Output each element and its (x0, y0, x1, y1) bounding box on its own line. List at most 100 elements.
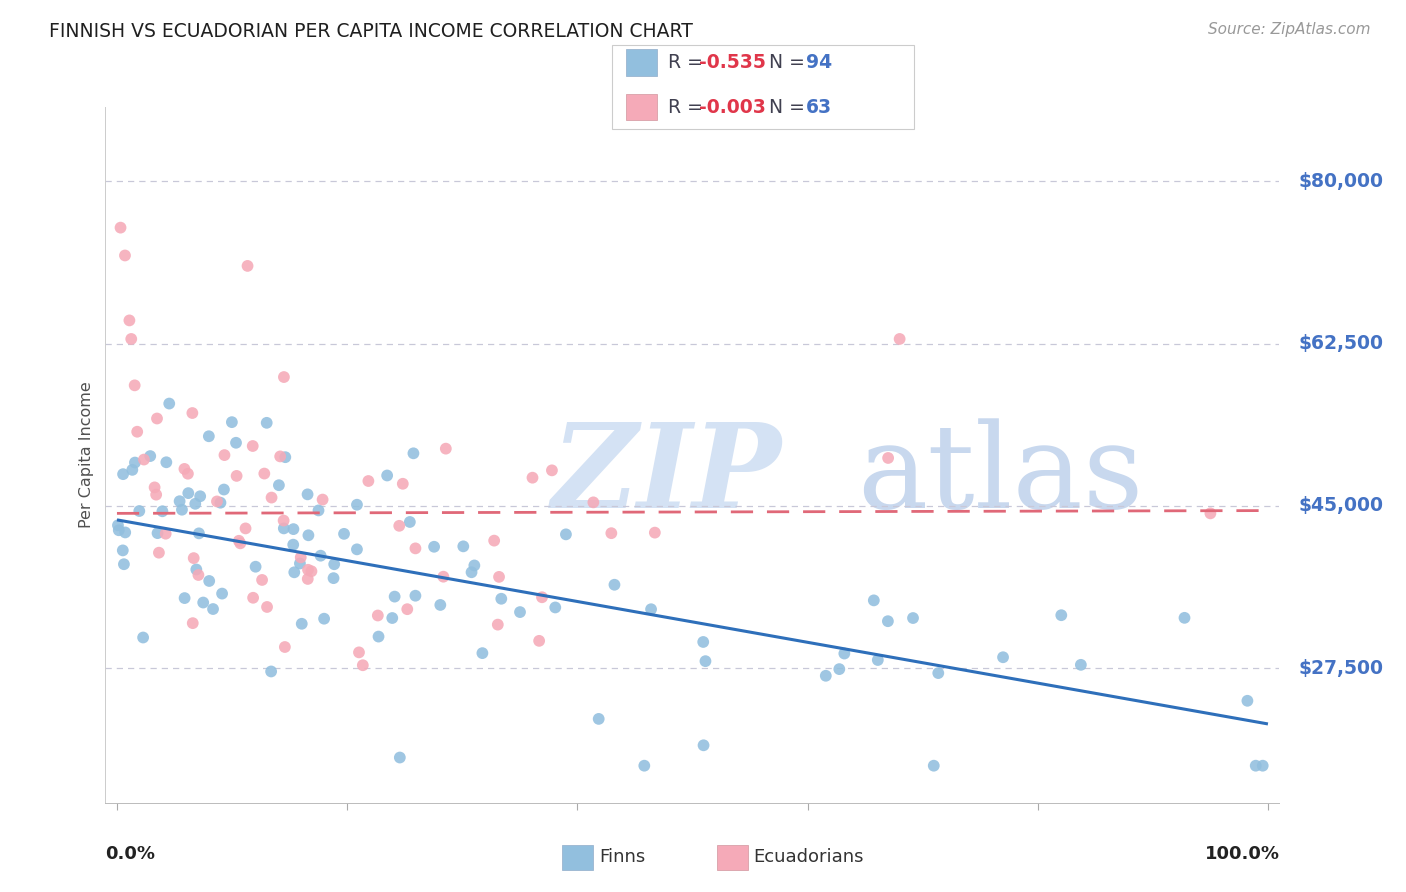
Point (1236, 694, 1258, 708)
Text: 0.0%: 0.0% (105, 845, 156, 863)
Point (290, 550, 312, 565)
Point (1251, 758, 1274, 772)
Point (118, 313, 141, 327)
Point (471, 646, 494, 660)
Text: 100.0%: 100.0% (1205, 845, 1279, 863)
Point (132, 631, 155, 645)
Point (922, 758, 945, 772)
Point (157, 396, 180, 410)
Point (124, 456, 146, 470)
Point (388, 750, 411, 764)
Point (357, 474, 380, 488)
Point (297, 528, 319, 542)
Point (582, 495, 605, 509)
Point (640, 602, 662, 616)
Text: atlas: atlas (856, 418, 1143, 533)
Point (229, 536, 252, 550)
Point (211, 586, 233, 600)
Point (889, 332, 911, 346)
Point (242, 439, 264, 453)
Point (522, 471, 544, 485)
Point (214, 448, 236, 462)
Text: $62,500: $62,500 (1299, 334, 1384, 353)
Point (173, 591, 195, 605)
Y-axis label: Per Capita Income: Per Capita Income (79, 382, 94, 528)
Point (460, 566, 482, 580)
Point (120, 332, 142, 346)
Point (146, 411, 169, 425)
Point (486, 617, 509, 632)
Point (184, 497, 207, 511)
Point (146, 526, 169, 541)
Text: Source: ZipAtlas.com: Source: ZipAtlas.com (1208, 22, 1371, 37)
Point (202, 602, 225, 616)
Point (273, 370, 295, 384)
Point (544, 600, 567, 615)
Point (311, 492, 333, 507)
Point (273, 514, 295, 528)
Point (114, 525, 136, 540)
Point (381, 611, 404, 625)
Point (235, 521, 257, 535)
Point (283, 566, 305, 580)
Point (139, 449, 162, 463)
Point (434, 442, 457, 456)
Point (309, 549, 332, 563)
Point (186, 562, 208, 576)
Point (482, 533, 505, 548)
Point (453, 540, 475, 554)
Point (297, 487, 319, 501)
Point (1070, 657, 1092, 672)
Point (541, 463, 564, 477)
Point (323, 558, 346, 572)
Point (170, 502, 193, 516)
Point (112, 467, 135, 482)
Point (367, 630, 389, 644)
Point (107, 523, 129, 537)
Point (242, 591, 264, 605)
Point (297, 563, 319, 577)
Text: Ecuadorians: Ecuadorians (754, 848, 865, 866)
Point (314, 612, 336, 626)
Point (402, 446, 425, 460)
Point (209, 496, 232, 510)
Point (250, 573, 273, 587)
Point (600, 526, 623, 541)
Text: $45,000: $45,000 (1299, 497, 1384, 516)
Point (173, 462, 195, 476)
Point (253, 467, 276, 481)
Point (398, 515, 420, 529)
Point (866, 653, 889, 667)
Point (181, 616, 204, 631)
Point (121, 463, 143, 477)
Point (347, 645, 370, 659)
Point (177, 467, 200, 481)
Point (301, 564, 323, 578)
Point (404, 541, 426, 556)
Point (274, 450, 297, 465)
Point (245, 559, 267, 574)
Point (114, 248, 136, 262)
Point (991, 650, 1014, 665)
Point (346, 498, 368, 512)
Point (367, 608, 389, 623)
Point (1173, 611, 1195, 625)
Point (862, 593, 884, 607)
Text: $80,000: $80,000 (1299, 172, 1384, 191)
Point (346, 542, 368, 557)
Point (145, 488, 167, 502)
Point (267, 478, 290, 492)
Point (530, 591, 553, 605)
Text: FINNISH VS ECUADORIAN PER CAPITA INCOME CORRELATION CHART: FINNISH VS ECUADORIAN PER CAPITA INCOME … (49, 22, 693, 41)
Point (187, 568, 209, 582)
Point (423, 540, 446, 554)
Point (877, 450, 900, 465)
Point (110, 220, 132, 235)
Point (603, 578, 626, 592)
Point (308, 503, 330, 517)
Point (132, 452, 155, 467)
Point (143, 480, 166, 494)
Point (633, 758, 655, 772)
Point (225, 469, 247, 483)
Text: N =: N = (769, 53, 811, 72)
